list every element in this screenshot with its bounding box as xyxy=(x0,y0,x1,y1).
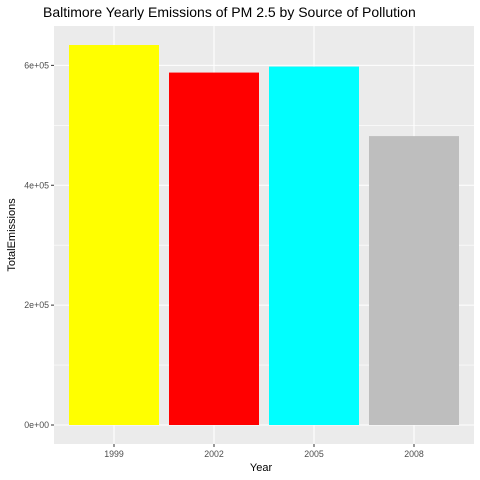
y-tick-label: 6e+05 xyxy=(24,60,49,70)
y-tick-label: 4e+05 xyxy=(24,180,49,190)
y-axis: 0e+00 2e+05 4e+05 6e+05 xyxy=(24,60,54,430)
x-axis-title: Year xyxy=(250,462,273,474)
y-tick-label: 2e+05 xyxy=(24,300,49,310)
plot-panel xyxy=(54,26,474,444)
x-tick-label: 1999 xyxy=(104,449,124,459)
bar-2002 xyxy=(169,72,259,425)
bars xyxy=(69,45,459,426)
x-tick-label: 2008 xyxy=(404,449,424,459)
x-tick-label: 2002 xyxy=(204,449,224,459)
x-axis: 1999 2002 2005 2008 xyxy=(104,444,424,459)
y-axis-title: TotalEmissions xyxy=(6,198,18,272)
y-tick-label: 0e+00 xyxy=(24,420,49,430)
bar-1999 xyxy=(69,45,159,425)
chart-title: Baltimore Yearly Emissions of PM 2.5 by … xyxy=(43,4,416,20)
bar-2008 xyxy=(369,136,459,425)
x-tick-label: 2005 xyxy=(304,449,324,459)
bar-2005 xyxy=(269,66,359,426)
